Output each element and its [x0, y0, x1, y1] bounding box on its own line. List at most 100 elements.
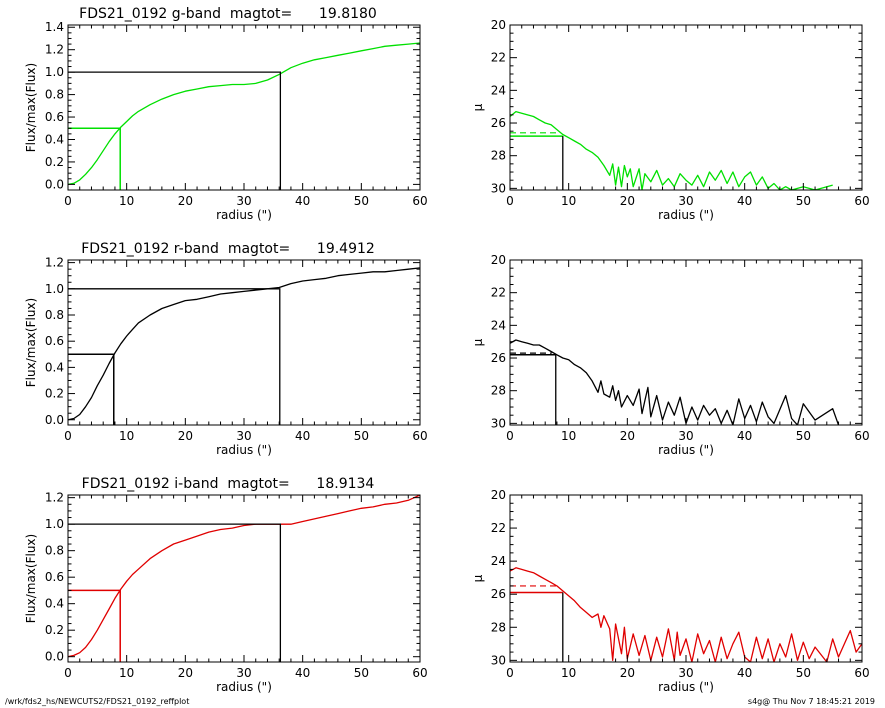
- y-tick-label: 0.4: [45, 597, 64, 611]
- y-tick-label: 1.0: [45, 517, 64, 531]
- x-tick-label: 30: [236, 666, 251, 680]
- y-axis-label: μ: [471, 338, 485, 346]
- y-tick-label: 1.4: [45, 20, 64, 34]
- y-tick-label: 28: [491, 149, 506, 163]
- y-tick-label: 20: [491, 18, 506, 32]
- y-tick-label: 0.0: [45, 177, 64, 191]
- x-tick-label: 10: [119, 666, 134, 680]
- total-flux-marker: [68, 71, 282, 190]
- x-tick-label: 50: [796, 429, 811, 443]
- y-tick-label: 0.4: [45, 132, 64, 146]
- panel-title: FDS21_0192 i-band magtot= 18.9134: [82, 476, 375, 492]
- panel-2: 0 10 20 30 40 50 60 radius (") 20 22 24 26 28 30 μ: [471, 18, 870, 222]
- panel-6: 0 10 20 30 40 50 60 radius (") 20 22 24 26 28 30 μ: [471, 488, 870, 694]
- x-tick-label: 10: [561, 429, 576, 443]
- x-tick-label: 20: [620, 429, 635, 443]
- half-light-marker: [68, 589, 121, 662]
- x-tick-label: 0: [64, 194, 72, 208]
- x-tick-label: 20: [178, 429, 193, 443]
- series-line-1: [510, 339, 840, 425]
- y-tick-label: 20: [491, 488, 506, 502]
- y-axis-label: μ: [471, 574, 485, 582]
- x-tick-label: 40: [295, 194, 310, 208]
- y-tick-label: 0.6: [45, 110, 64, 124]
- y-tick-label: 26: [491, 116, 506, 130]
- plot-frame: [67, 259, 421, 426]
- x-tick-label: 0: [64, 666, 72, 680]
- y-tick-label: 1.2: [45, 43, 64, 57]
- y-tick-label: 24: [491, 318, 506, 332]
- y-tick-label: 26: [491, 351, 506, 365]
- x-tick-label: 40: [295, 429, 310, 443]
- x-tick-label: 60: [412, 429, 427, 443]
- series-line-1: [68, 495, 420, 658]
- x-tick-label: 60: [412, 194, 427, 208]
- x-tick-label: 0: [506, 429, 514, 443]
- y-tick-label: 1.2: [45, 256, 64, 270]
- series-line-1: [68, 267, 420, 421]
- y-tick-label: 20: [491, 253, 506, 267]
- y-tick-label: 0.8: [45, 308, 64, 322]
- total-flux-marker: [68, 288, 281, 425]
- y-tick-label: 30: [491, 181, 506, 195]
- panel-3: FDS21_0192 r-band magtot= 19.4912 0 10 20 30…: [24, 241, 428, 457]
- x-tick-label: 20: [178, 194, 193, 208]
- series-group: [510, 339, 840, 425]
- x-tick-label: 40: [295, 666, 310, 680]
- x-tick-label: 50: [354, 666, 369, 680]
- x-axis-label: radius ("): [216, 208, 272, 222]
- x-tick-label: 40: [737, 666, 752, 680]
- y-tick-label: 22: [491, 286, 506, 300]
- panel-1: FDS21_0192 g-band magtot= 19.8180 0 10 20 30…: [24, 6, 428, 222]
- series-group: [68, 495, 420, 662]
- y-tick-label: 0.4: [45, 360, 64, 374]
- panel-5: FDS21_0192 i-band magtot= 18.9134 0 10 20 30…: [24, 476, 428, 694]
- x-tick-label: 50: [354, 429, 369, 443]
- x-tick-label: 30: [236, 429, 251, 443]
- y-tick-label: 1.2: [45, 491, 64, 505]
- series-group: [68, 267, 420, 425]
- x-tick-label: 0: [506, 194, 514, 208]
- x-tick-label: 50: [796, 194, 811, 208]
- plot-frame: [509, 259, 863, 426]
- series-line-1: [68, 42, 420, 186]
- y-tick-label: 26: [491, 587, 506, 601]
- x-axis-label: radius ("): [658, 443, 714, 457]
- series-line-1: [510, 110, 833, 190]
- footer-timestamp: s4g@ Thu Nov 7 18:45:21 2019: [747, 697, 875, 706]
- y-axis-label: Flux/max(Flux): [24, 298, 38, 387]
- total-flux-marker: [68, 523, 282, 662]
- y-tick-label: 30: [491, 416, 506, 430]
- x-axis-label: radius ("): [658, 680, 714, 694]
- x-tick-label: 50: [796, 666, 811, 680]
- y-tick-label: 1.0: [45, 282, 64, 296]
- series-group: [68, 42, 420, 190]
- y-tick-label: 28: [491, 384, 506, 398]
- half-light-marker: [68, 127, 121, 190]
- x-axis-label: radius ("): [216, 680, 272, 694]
- x-tick-label: 40: [737, 194, 752, 208]
- panel-4: 0 10 20 30 40 50 60 radius (") 20 22 24 26 28 30 μ: [471, 253, 870, 457]
- y-tick-label: 0.0: [45, 413, 64, 427]
- x-axis-label: radius ("): [216, 443, 272, 457]
- y-tick-label: 0.8: [45, 544, 64, 558]
- series-group: [510, 567, 862, 662]
- half-light-marker: [68, 353, 115, 425]
- x-tick-label: 30: [678, 194, 693, 208]
- y-tick-label: 24: [491, 83, 506, 97]
- x-tick-label: 60: [412, 666, 427, 680]
- x-tick-label: 30: [678, 666, 693, 680]
- y-tick-label: 0.2: [45, 623, 64, 637]
- x-tick-label: 20: [620, 194, 635, 208]
- x-tick-label: 0: [506, 666, 514, 680]
- panel-title: FDS21_0192 g-band magtot= 19.8180: [79, 6, 377, 22]
- x-tick-label: 30: [236, 194, 251, 208]
- footer-path: /wrk/fds2_hs/NEWCUTS2/FDS21_0192_reffplo…: [5, 697, 190, 706]
- y-tick-label: 0.2: [45, 387, 64, 401]
- y-tick-label: 30: [491, 653, 506, 667]
- y-axis-label: μ: [471, 103, 485, 111]
- x-tick-label: 60: [854, 194, 869, 208]
- y-tick-label: 24: [491, 554, 506, 568]
- x-tick-label: 50: [354, 194, 369, 208]
